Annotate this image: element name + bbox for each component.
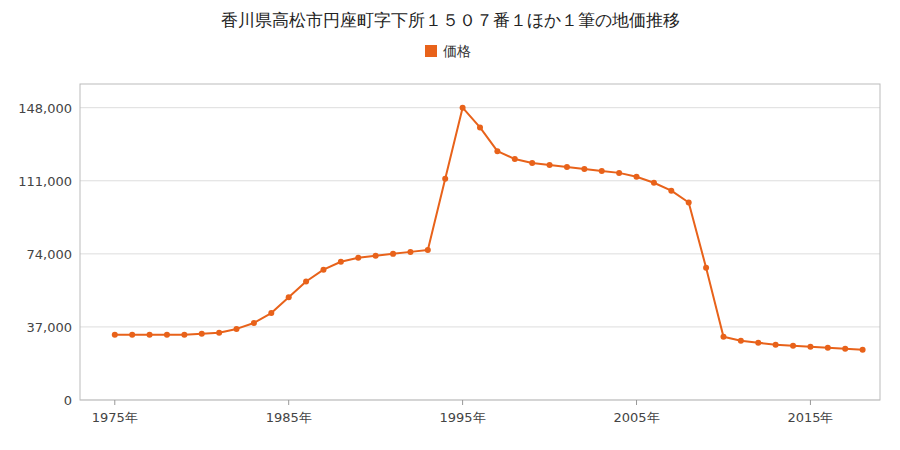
point	[129, 332, 135, 338]
x-tick	[810, 400, 811, 405]
point	[320, 267, 326, 273]
line	[115, 108, 863, 350]
point	[199, 331, 205, 337]
point	[494, 148, 500, 154]
x-tick-label: 2015年	[787, 410, 833, 425]
x-tick-label: 1985年	[266, 410, 312, 425]
point	[181, 332, 187, 338]
point	[529, 160, 535, 166]
point	[773, 342, 779, 348]
point	[425, 247, 431, 253]
point	[738, 338, 744, 344]
point	[599, 168, 605, 174]
point	[286, 294, 292, 300]
grid-line	[80, 107, 880, 108]
point	[338, 259, 344, 265]
x-tick-label: 2005年	[613, 410, 659, 425]
point	[112, 332, 118, 338]
x-tick	[462, 400, 463, 405]
point	[651, 180, 657, 186]
point	[581, 166, 587, 172]
plot-area	[112, 105, 866, 353]
point	[390, 251, 396, 257]
title: 香川県高松市円座町字下所１５０７番１ほか１筆の地価推移	[221, 10, 680, 30]
point	[216, 330, 222, 336]
y-tick-label: 148,000	[18, 101, 72, 116]
point	[477, 124, 483, 130]
point	[860, 347, 866, 353]
point	[668, 188, 674, 194]
point	[303, 279, 309, 285]
grid-line	[80, 253, 880, 254]
legend: 価格	[425, 43, 471, 59]
y-tick-label: 37,000	[27, 320, 73, 335]
legend-label: 価格	[443, 43, 471, 59]
point	[703, 265, 709, 271]
point	[720, 334, 726, 340]
point	[755, 340, 761, 346]
point	[147, 332, 153, 338]
point	[564, 164, 570, 170]
point	[842, 346, 848, 352]
point	[268, 310, 274, 316]
y-axis: 0 37,000 74,000 111,000 148,000	[18, 101, 880, 408]
point	[634, 174, 640, 180]
x-tick-label: 1975年	[92, 410, 138, 425]
point	[407, 249, 413, 255]
plot-frame	[80, 84, 880, 400]
point	[807, 344, 813, 350]
grid-line	[80, 326, 880, 327]
point	[616, 170, 622, 176]
point	[164, 332, 170, 338]
point	[547, 162, 553, 168]
point	[460, 105, 466, 111]
point	[512, 156, 518, 162]
point	[825, 345, 831, 351]
point	[373, 253, 379, 259]
x-tick	[636, 400, 637, 405]
x-tick	[114, 400, 115, 405]
point	[442, 176, 448, 182]
x-tick	[288, 400, 289, 405]
grid-line	[80, 180, 880, 181]
x-axis: 1975年 1985年 1995年 2005年 2015年	[92, 400, 834, 425]
point	[686, 200, 692, 206]
point	[355, 255, 361, 261]
point	[234, 326, 240, 332]
y-tick-label: 111,000	[18, 174, 72, 189]
chart: 香川県高松市円座町字下所１５０７番１ほか１筆の地価推移 0 37,000 74,000…	[0, 0, 900, 450]
x-tick-label: 1995年	[440, 410, 486, 425]
point	[251, 320, 257, 326]
legend-swatch	[425, 45, 437, 57]
y-tick-label: 0	[64, 393, 72, 408]
y-tick-label: 74,000	[27, 247, 73, 262]
point	[790, 343, 796, 349]
